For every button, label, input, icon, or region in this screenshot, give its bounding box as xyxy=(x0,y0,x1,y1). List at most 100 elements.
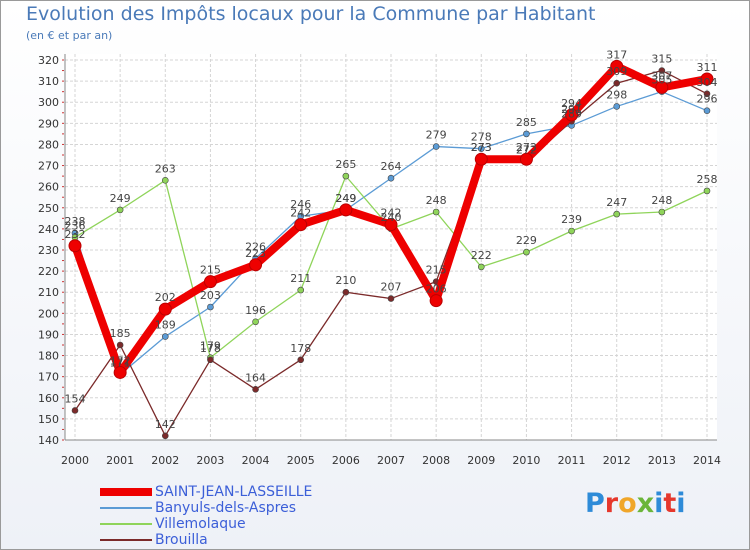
data-label: 154 xyxy=(65,392,86,405)
legend-item: Banyuls-dels-Aspres xyxy=(100,500,312,516)
y-tick-label: 290 xyxy=(38,117,59,130)
data-label: 285 xyxy=(516,116,537,129)
data-label: 164 xyxy=(245,371,266,384)
data-label: 215 xyxy=(426,264,447,277)
legend-item: Villemolaque xyxy=(100,516,312,532)
data-label: 317 xyxy=(606,48,627,61)
data-label: 238 xyxy=(65,215,86,228)
data-point xyxy=(387,295,395,302)
data-label: 307 xyxy=(651,69,672,82)
data-point xyxy=(252,386,259,393)
data-point xyxy=(161,333,169,340)
legend-swatch xyxy=(100,507,152,509)
data-label: 196 xyxy=(245,304,266,317)
data-label: 296 xyxy=(697,93,718,106)
data-label: 178 xyxy=(290,342,311,355)
data-label: 172 xyxy=(110,354,131,367)
data-point xyxy=(432,208,440,216)
y-tick-label: 280 xyxy=(38,138,59,151)
data-point xyxy=(161,432,169,440)
data-label: 315 xyxy=(651,53,672,66)
data-point xyxy=(294,218,308,232)
legend-swatch xyxy=(100,539,152,541)
data-point xyxy=(158,302,172,316)
data-label: 203 xyxy=(200,289,221,302)
data-label: 311 xyxy=(697,61,718,74)
data-label: 239 xyxy=(561,213,582,226)
data-label: 222 xyxy=(471,249,492,262)
data-point xyxy=(474,152,488,166)
data-label: 248 xyxy=(426,194,447,207)
data-point xyxy=(113,365,127,379)
data-point xyxy=(658,208,666,216)
data-label: 258 xyxy=(697,173,718,186)
data-label: 242 xyxy=(381,207,402,220)
data-point xyxy=(613,79,621,87)
data-label: 226 xyxy=(245,240,266,253)
data-point xyxy=(249,258,263,272)
data-label: 210 xyxy=(335,274,356,287)
data-point xyxy=(523,130,530,138)
data-point xyxy=(613,103,621,110)
data-label: 309 xyxy=(606,65,627,78)
data-label: 264 xyxy=(381,160,402,173)
y-tick-label: 170 xyxy=(38,371,59,384)
data-point xyxy=(387,174,395,182)
data-point xyxy=(432,143,440,150)
data-label: 263 xyxy=(155,162,176,175)
data-point xyxy=(68,239,82,253)
data-label: 273 xyxy=(516,141,537,154)
x-tick-label: 2009 xyxy=(467,454,495,467)
data-label: 206 xyxy=(426,283,447,296)
data-point xyxy=(519,152,533,166)
y-tick-label: 160 xyxy=(38,392,59,405)
proxiti-logo: Proxiti xyxy=(585,488,686,519)
x-tick-label: 2000 xyxy=(61,454,89,467)
data-point xyxy=(568,227,575,235)
data-label: 289 xyxy=(561,107,582,120)
data-point xyxy=(658,67,666,74)
x-tick-label: 2004 xyxy=(242,454,270,467)
x-tick-label: 2013 xyxy=(648,454,676,467)
x-tick-label: 2011 xyxy=(558,454,586,467)
legend-label: SAINT-JEAN-LASSEILLE xyxy=(155,484,313,500)
data-label: 236 xyxy=(65,219,86,232)
data-label: 304 xyxy=(697,76,718,89)
x-tick-label: 2007 xyxy=(377,454,405,467)
y-tick-label: 210 xyxy=(38,286,59,299)
data-point xyxy=(161,177,169,184)
legend-label: Villemolaque xyxy=(155,516,246,532)
x-tick-label: 2005 xyxy=(287,454,315,467)
data-point xyxy=(116,341,124,349)
data-label: 249 xyxy=(335,192,356,205)
x-tick-label: 2006 xyxy=(332,454,360,467)
data-point xyxy=(523,248,530,256)
data-label: 179 xyxy=(200,340,221,353)
data-label: 246 xyxy=(290,198,311,211)
data-point xyxy=(207,356,214,364)
data-label: 207 xyxy=(381,281,402,294)
data-label: 291 xyxy=(561,103,582,116)
y-tick-label: 140 xyxy=(38,434,59,447)
data-point xyxy=(339,203,353,217)
data-point xyxy=(342,288,350,296)
data-point xyxy=(703,90,711,98)
data-point xyxy=(655,80,669,94)
data-point xyxy=(342,172,350,180)
y-tick-label: 240 xyxy=(38,223,59,236)
data-label: 142 xyxy=(155,418,176,431)
x-tick-label: 2014 xyxy=(693,454,721,467)
y-tick-label: 200 xyxy=(38,307,59,320)
data-label: 273 xyxy=(471,141,492,154)
y-tick-label: 300 xyxy=(38,96,59,109)
data-label: 305 xyxy=(651,74,672,87)
x-tick-label: 2008 xyxy=(422,454,450,467)
data-point xyxy=(71,407,79,414)
data-point xyxy=(429,294,443,308)
data-point xyxy=(613,210,621,218)
y-tick-label: 270 xyxy=(38,160,59,173)
x-tick-label: 2001 xyxy=(106,454,134,467)
data-point xyxy=(477,145,485,152)
y-tick-label: 230 xyxy=(38,244,59,257)
